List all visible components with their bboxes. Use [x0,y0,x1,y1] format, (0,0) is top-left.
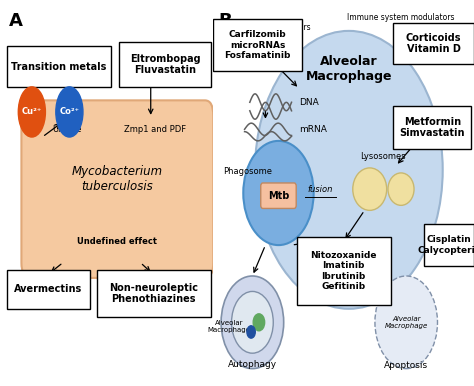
Circle shape [221,276,283,369]
Text: Eltrombopag
Fluvastatin: Eltrombopag Fluvastatin [130,54,201,75]
FancyBboxPatch shape [393,106,471,149]
FancyBboxPatch shape [213,19,302,71]
Text: Lysosomes: Lysosomes [360,152,406,161]
Text: Co²⁺: Co²⁺ [59,107,79,117]
FancyBboxPatch shape [97,270,211,317]
Text: Apoptosis: Apoptosis [384,361,428,371]
Text: Alveolar
Macrophage: Alveolar Macrophage [384,316,428,329]
Text: Undefined effect: Undefined effect [77,237,157,246]
Text: DNA: DNA [300,98,319,107]
Text: Mycobacterium
tuberculosis: Mycobacterium tuberculosis [72,166,163,193]
FancyBboxPatch shape [261,183,296,208]
Circle shape [18,87,46,137]
Ellipse shape [388,173,414,205]
Text: Avermectins: Avermectins [14,284,82,295]
Text: B: B [219,12,232,30]
Ellipse shape [353,168,387,210]
Text: Immune system modulators: Immune system modulators [347,13,455,22]
Text: Alveolar
Macrophage: Alveolar Macrophage [208,320,250,333]
Text: fusion: fusion [308,185,333,195]
Text: Metformin
Simvastatin: Metformin Simvastatin [400,117,465,138]
Text: Carfilzomib
microRNAs
Fosfamatinib: Carfilzomib microRNAs Fosfamatinib [224,30,291,60]
Text: Nitozoxanide
Imatinib
Ibrutinib
Gefitinib: Nitozoxanide Imatinib Ibrutinib Gefitini… [310,251,377,291]
Text: Zmp1 and PDF: Zmp1 and PDF [124,125,186,134]
FancyBboxPatch shape [7,270,90,309]
Circle shape [56,87,83,137]
Text: Transcription regulators: Transcription regulators [219,22,310,32]
FancyBboxPatch shape [119,42,211,87]
Text: Corticoids
Vitamin D: Corticoids Vitamin D [406,33,461,54]
FancyBboxPatch shape [7,46,111,87]
FancyBboxPatch shape [393,23,474,64]
Text: Mtb: Mtb [268,191,289,201]
Circle shape [255,31,443,309]
Circle shape [375,276,438,369]
Text: Alveolar
Macrophage: Alveolar Macrophage [306,56,392,83]
FancyBboxPatch shape [21,100,213,278]
Circle shape [247,326,255,338]
Circle shape [231,291,273,353]
Text: Autophagy: Autophagy [228,360,277,369]
FancyBboxPatch shape [424,224,474,266]
Circle shape [243,141,314,245]
Text: Transition metals: Transition metals [11,62,107,71]
Text: Cisplatin
Calycopterin: Cisplatin Calycopterin [417,235,474,255]
Text: A: A [9,12,23,30]
Text: Phagosome: Phagosome [223,167,272,176]
Text: Urease: Urease [53,125,82,134]
Text: Non-neuroleptic
Phenothiazines: Non-neuroleptic Phenothiazines [109,283,198,304]
Text: mRNA: mRNA [300,125,327,134]
FancyBboxPatch shape [297,237,391,305]
Circle shape [253,314,264,331]
Text: Cu²⁺: Cu²⁺ [22,107,42,117]
